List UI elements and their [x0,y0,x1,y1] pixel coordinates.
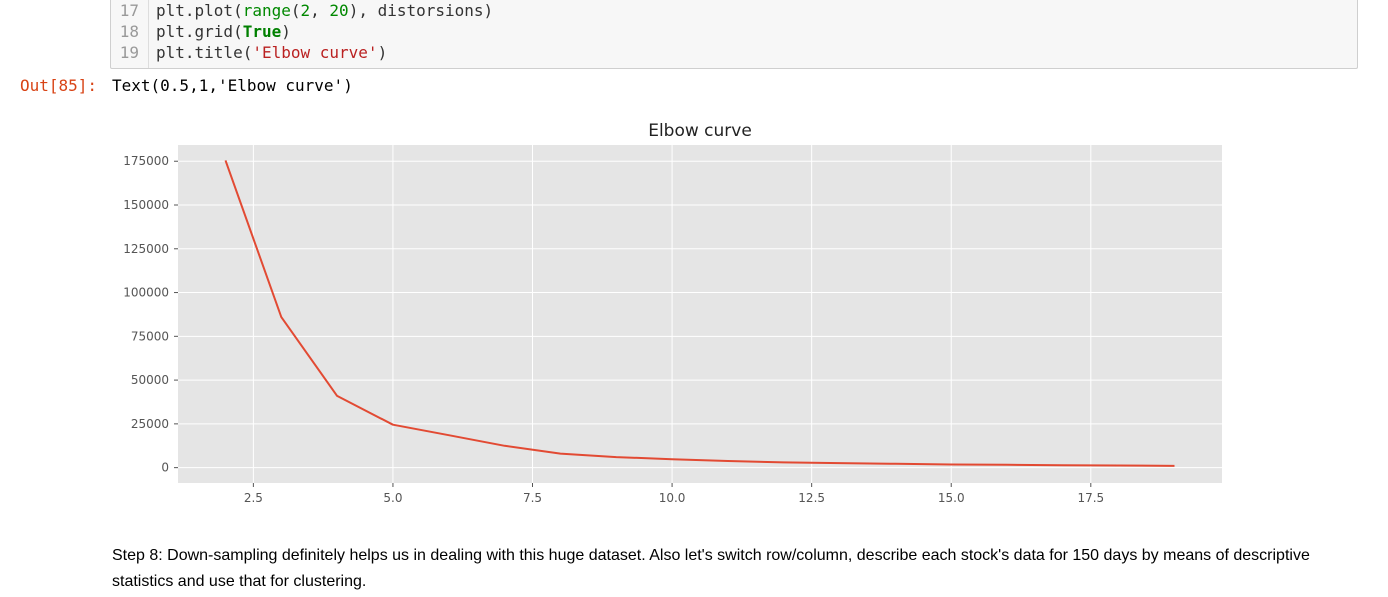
x-tick-label: 17.5 [1077,491,1104,505]
y-tick-label: 150000 [123,198,169,212]
x-tick-label: 15.0 [938,491,965,505]
line-number: 18 [119,22,139,41]
output-text: Text(0.5,1,'Elbow curve') [112,76,353,95]
line-number: 19 [119,43,139,62]
code-text: plt.title('Elbow curve') [156,43,388,62]
x-tick-label: 7.5 [523,491,542,505]
x-tick-label: 10.0 [659,491,686,505]
code-text: plt.plot(range(2, 20), distorsions) [156,1,494,20]
plot-background [178,145,1222,483]
x-tick-label: 5.0 [383,491,402,505]
code-cell[interactable]: 17 plt.plot(range(2, 20), distorsions) 18 p… [110,0,1358,69]
y-tick-label: 75000 [131,329,169,343]
gutter-separator [148,0,149,68]
x-tick-label: 12.5 [798,491,825,505]
y-tick-label: 0 [161,461,169,475]
code-text: plt.grid(True) [156,22,291,41]
elbow-curve-chart: 2.5 5.0 7.5 10.0 12.5 15.0 17.5 0 25000 50000 7500… [123,121,1222,505]
y-tick-label: 25000 [131,417,169,431]
line-number: 17 [119,1,139,20]
y-tick-label: 125000 [123,242,169,256]
y-tick-label: 50000 [131,373,169,387]
markdown-cell-text: Step 8: Down-sampling definitely helps u… [112,547,1310,590]
y-tick-label: 175000 [123,154,169,168]
output-prompt: Out[85]: [20,76,98,95]
series-line [224,160,1175,467]
x-tick-label: 2.5 [244,491,263,505]
y-tick-label: 100000 [123,286,169,300]
chart-title: Elbow curve [648,121,752,141]
